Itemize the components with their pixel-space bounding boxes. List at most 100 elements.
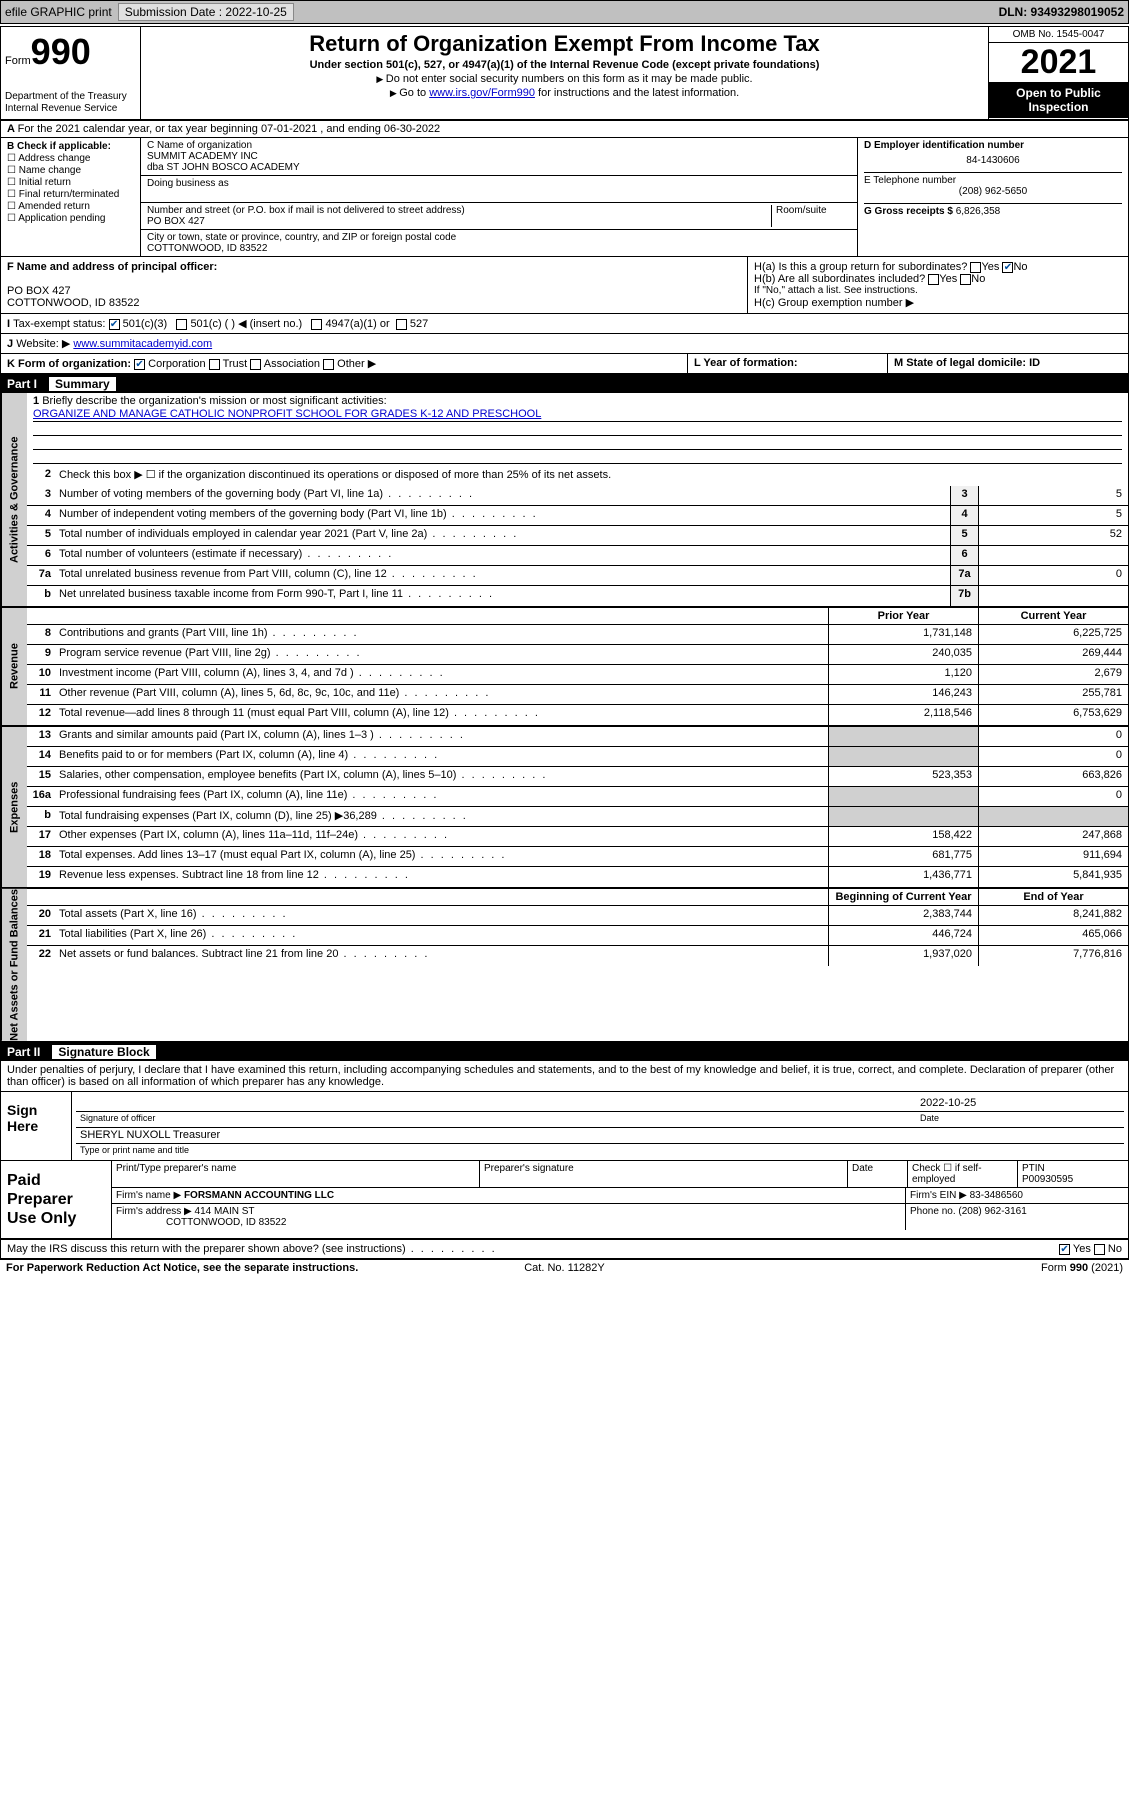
chk-4947[interactable] xyxy=(311,319,322,330)
vtab-revenue: Revenue xyxy=(1,608,27,725)
line-8: Contributions and grants (Part VIII, lin… xyxy=(55,625,828,644)
line-3: Number of voting members of the governin… xyxy=(55,486,950,505)
line-17: Other expenses (Part IX, column (A), lin… xyxy=(55,827,828,846)
firm-addr: 414 MAIN ST xyxy=(195,1206,255,1217)
hb-yes[interactable] xyxy=(928,274,939,285)
row-i-tax-status: I Tax-exempt status: 501(c)(3) 501(c) ( … xyxy=(1,314,1128,334)
tax-year: 2021 xyxy=(989,43,1128,82)
q1-label: Briefly describe the organization's miss… xyxy=(42,395,386,407)
hc-label: H(c) Group exemption number ▶ xyxy=(754,296,1122,309)
discuss-yes[interactable] xyxy=(1059,1244,1070,1255)
row-j-website: J Website: ▶ www.summitacademyid.com xyxy=(1,334,1128,354)
header-left: Form 990 Department of the Treasury Inte… xyxy=(1,27,141,119)
row-klm: K Form of organization: Corporation Trus… xyxy=(1,354,1128,375)
netassets-section: Net Assets or Fund Balances Beginning of… xyxy=(1,889,1128,1043)
col-b-checkboxes: B Check if applicable: ☐ Address change … xyxy=(1,138,141,256)
public-inspection: Open to Public Inspection xyxy=(989,82,1128,118)
chk-501c3[interactable] xyxy=(109,319,120,330)
line-12: Total revenue—add lines 8 through 11 (mu… xyxy=(55,705,828,725)
org-city: COTTONWOOD, ID 83522 xyxy=(147,243,851,254)
vtab-net: Net Assets or Fund Balances xyxy=(1,889,27,1041)
chk-address-change[interactable]: ☐ Address change xyxy=(7,153,134,164)
org-name-label: C Name of organization xyxy=(147,140,851,151)
firm-name: FORSMANN ACCOUNTING LLC xyxy=(184,1190,334,1201)
efile-label: efile GRAPHIC print xyxy=(5,5,112,19)
ha-label: H(a) Is this a group return for subordin… xyxy=(754,261,967,273)
phone-value: (208) 962-5650 xyxy=(864,186,1122,197)
line-14: Benefits paid to or for members (Part IX… xyxy=(55,747,828,766)
line-5: Total number of individuals employed in … xyxy=(55,526,950,545)
gross-label: G Gross receipts $ xyxy=(864,206,953,217)
note-link: Go to www.irs.gov/Form990 for instructio… xyxy=(145,87,984,99)
line-20: Total assets (Part X, line 16) xyxy=(55,906,828,925)
phone-label: E Telephone number xyxy=(864,175,1122,186)
sig-name-title: SHERYL NUXOLL Treasurer xyxy=(80,1129,1120,1142)
discuss-no[interactable] xyxy=(1094,1244,1105,1255)
row-a-tax-year: A For the 2021 calendar year, or tax yea… xyxy=(1,121,1128,138)
pra-notice: For Paperwork Reduction Act Notice, see … xyxy=(6,1262,358,1274)
website-link[interactable]: www.summitacademyid.com xyxy=(73,338,212,350)
hb-no[interactable] xyxy=(960,274,971,285)
chk-corp[interactable] xyxy=(134,359,145,370)
vtab-expenses: Expenses xyxy=(1,727,27,887)
addr-label: Number and street (or P.O. box if mail i… xyxy=(147,205,771,216)
line-7a: Total unrelated business revenue from Pa… xyxy=(55,566,950,585)
prep-self-emp: Check ☐ if self-employed xyxy=(908,1161,1018,1187)
sign-here-label: Sign Here xyxy=(1,1092,71,1160)
chk-final-return[interactable]: ☐ Final return/terminated xyxy=(7,189,134,200)
dba-label: Doing business as xyxy=(147,178,851,189)
may-discuss: May the IRS discuss this return with the… xyxy=(7,1243,1059,1255)
col-curr: Current Year xyxy=(978,608,1128,624)
city-label: City or town, state or province, country… xyxy=(147,232,851,243)
revenue-section: Revenue Prior YearCurrent Year 8Contribu… xyxy=(1,608,1128,727)
expenses-section: Expenses 13Grants and similar amounts pa… xyxy=(1,727,1128,889)
chk-amended[interactable]: ☐ Amended return xyxy=(7,201,134,212)
form-990-footer: Form 990 (2021) xyxy=(751,1262,1123,1274)
chk-app-pending[interactable]: ☐ Application pending xyxy=(7,213,134,224)
org-address: PO BOX 427 xyxy=(147,216,771,227)
hb-note: If "No," attach a list. See instructions… xyxy=(754,285,1122,296)
ha-yes[interactable] xyxy=(970,262,981,273)
chk-assoc[interactable] xyxy=(250,359,261,370)
state-domicile: M State of legal domicile: ID xyxy=(894,357,1040,369)
header-right: OMB No. 1545-0047 2021 Open to Public In… xyxy=(988,27,1128,119)
col-c-org: C Name of organization SUMMIT ACADEMY IN… xyxy=(141,138,858,256)
line-9: Program service revenue (Part VIII, line… xyxy=(55,645,828,664)
page-footer: For Paperwork Reduction Act Notice, see … xyxy=(0,1260,1129,1276)
chk-other[interactable] xyxy=(323,359,334,370)
chk-501c[interactable] xyxy=(176,319,187,330)
line-19: Revenue less expenses. Subtract line 18 … xyxy=(55,867,828,887)
part1-header: Part I Summary xyxy=(1,375,1128,393)
officer-addr1: PO BOX 427 xyxy=(7,285,741,297)
chk-527[interactable] xyxy=(396,319,407,330)
officer-label: F Name and address of principal officer: xyxy=(7,261,217,273)
prep-name-hdr: Print/Type preparer's name xyxy=(112,1161,480,1187)
col-d-ein: D Employer identification number 84-1430… xyxy=(858,138,1128,256)
firm-ein: 83-3486560 xyxy=(970,1190,1023,1201)
mission-text[interactable]: ORGANIZE AND MANAGE CATHOLIC NONPROFIT S… xyxy=(33,408,541,420)
officer-addr2: COTTONWOOD, ID 83522 xyxy=(7,297,741,309)
gross-value: 6,826,358 xyxy=(956,206,1001,217)
cat-no: Cat. No. 11282Y xyxy=(378,1262,750,1274)
sig-date: 2022-10-25 xyxy=(920,1097,1120,1110)
line-13: Grants and similar amounts paid (Part IX… xyxy=(55,727,828,746)
chk-name-change[interactable]: ☐ Name change xyxy=(7,165,134,176)
ha-no[interactable] xyxy=(1002,262,1013,273)
line-18: Total expenses. Add lines 13–17 (must eq… xyxy=(55,847,828,866)
line-15: Salaries, other compensation, employee b… xyxy=(55,767,828,786)
chk-initial-return[interactable]: ☐ Initial return xyxy=(7,177,134,188)
submission-date-btn[interactable]: Submission Date : 2022-10-25 xyxy=(118,3,294,21)
sig-officer-label: Signature of officer xyxy=(80,1113,920,1126)
org-name: SUMMIT ACADEMY INC xyxy=(147,151,851,162)
line-22: Net assets or fund balances. Subtract li… xyxy=(55,946,828,966)
line-21: Total liabilities (Part X, line 26) xyxy=(55,926,828,945)
firm-phone: (208) 962-3161 xyxy=(958,1206,1026,1217)
line-10: Investment income (Part VIII, column (A)… xyxy=(55,665,828,684)
col-end: End of Year xyxy=(978,889,1128,905)
line-b: Net unrelated business taxable income fr… xyxy=(55,586,950,606)
form-990-container: Form 990 Department of the Treasury Inte… xyxy=(0,26,1129,1260)
chk-trust[interactable] xyxy=(209,359,220,370)
room-label: Room/suite xyxy=(771,205,851,227)
irs-link[interactable]: www.irs.gov/Form990 xyxy=(429,87,535,99)
col-prior: Prior Year xyxy=(828,608,978,624)
